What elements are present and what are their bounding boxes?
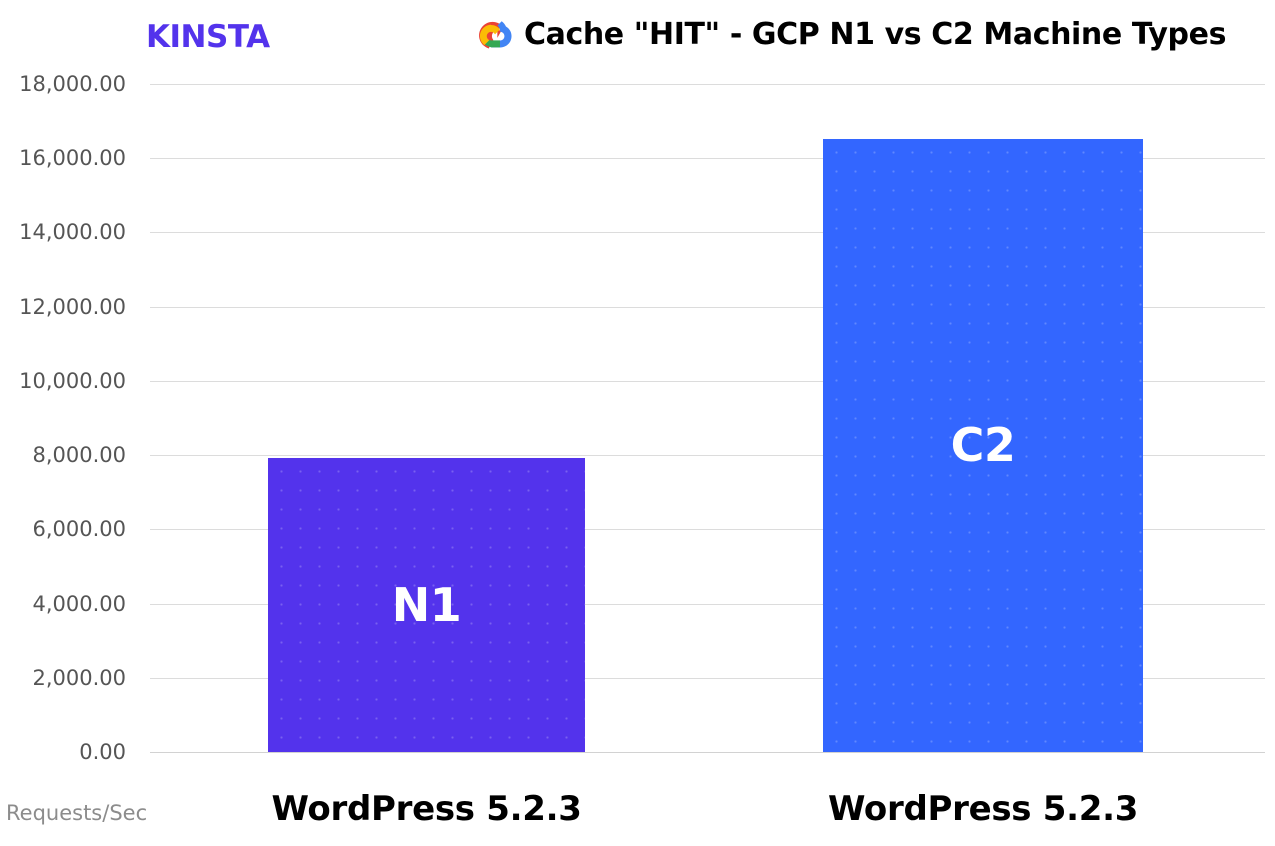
chart-title-text: Cache "HIT" - GCP N1 vs C2 Machine Types [524, 17, 1227, 52]
gridline-18000 [150, 84, 1265, 85]
bar-c2[interactable]: C2 [823, 138, 1143, 752]
y-tick-label-8000: 8,000.00 [32, 443, 126, 468]
gridline-4000 [150, 603, 1265, 605]
bar-label-n1: N1 [391, 578, 462, 633]
bar-label-c2: C2 [950, 418, 1016, 473]
gridline-10000 [150, 380, 1265, 382]
gridline-8000 [150, 455, 1265, 457]
y-tick-label-6000: 6,000.00 [32, 517, 126, 542]
gridline-16000 [150, 158, 1265, 160]
y-axis-caption: Requests/Sec [6, 801, 148, 825]
gridline-0 [150, 752, 1265, 753]
y-tick-label-10000: 10,000.00 [19, 368, 126, 393]
gridline-14000 [150, 232, 1265, 234]
kinsta-logo: KINSTA [146, 19, 270, 55]
google-cloud-icon [474, 18, 512, 52]
gridline-6000 [150, 529, 1265, 531]
category-label-c2: WordPress 5.2.3 [827, 789, 1139, 829]
y-tick-label-16000: 16,000.00 [19, 146, 126, 171]
y-tick-label-18000: 18,000.00 [19, 72, 126, 96]
y-tick-label-2000: 2,000.00 [32, 665, 126, 690]
y-tick-label-14000: 14,000.00 [19, 220, 126, 245]
gridline-2000 [150, 677, 1265, 679]
plot-area: 18,000.00 16,000.00 14,000.00 12,000.00 10,0… [19, 72, 1265, 764]
gridline-12000 [150, 306, 1265, 308]
y-tick-label-12000: 12,000.00 [19, 294, 126, 319]
y-tick-label-0: 0.00 [79, 740, 126, 764]
y-tick-label-4000: 4,000.00 [32, 591, 126, 616]
category-label-n1: WordPress 5.2.3 [271, 789, 582, 829]
bar-n1[interactable]: N1 [268, 458, 585, 752]
chart-title: Cache "HIT" - GCP N1 vs C2 Machine Types [474, 18, 1226, 52]
